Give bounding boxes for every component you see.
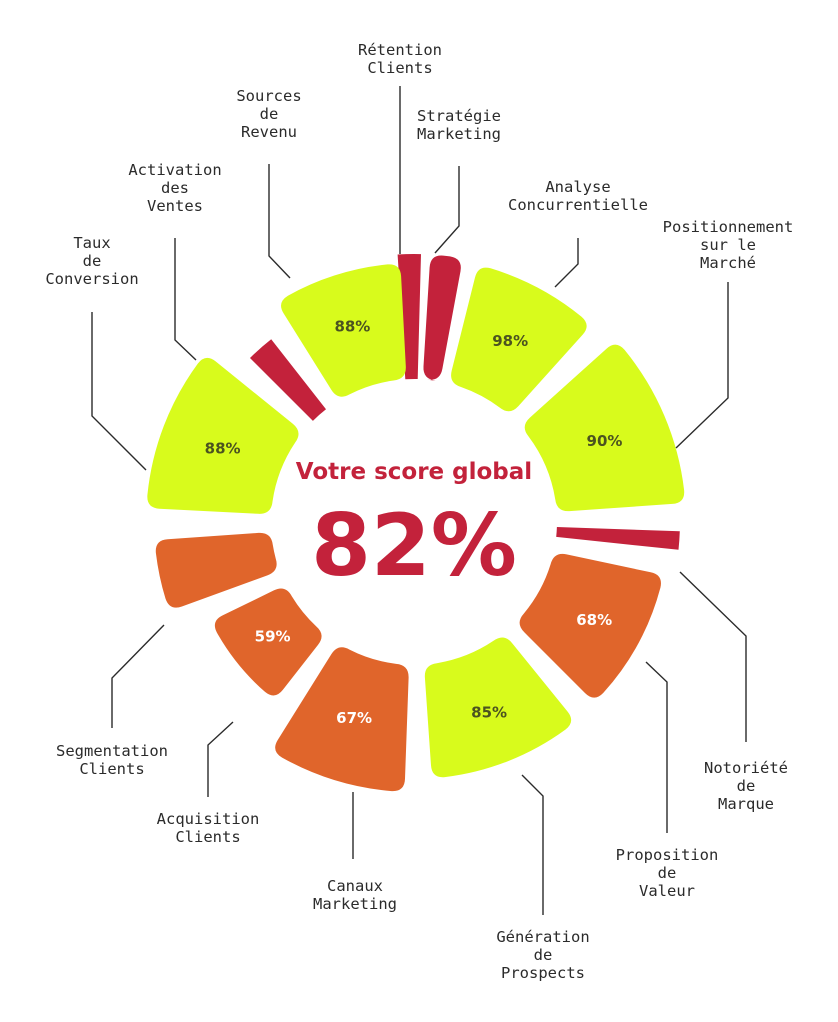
leader-line-3: [554, 238, 579, 288]
segment-3: [451, 267, 587, 412]
segment-10: [155, 532, 277, 608]
segment-2: [423, 255, 461, 381]
category-label-10: Segmentation Clients: [56, 742, 168, 778]
value-label-6: 68%: [576, 611, 612, 629]
category-label-9: Acquisition Clients: [157, 810, 260, 846]
value-label-8: 67%: [336, 709, 372, 727]
category-label-6: Proposition de Valeur: [616, 846, 719, 900]
value-label-9: 59%: [255, 628, 291, 646]
segment-7: [424, 637, 572, 778]
segment-13: [281, 264, 406, 397]
leader-line-4: [675, 282, 729, 449]
leader-line-10: [111, 624, 165, 728]
leader-line-13: [268, 164, 291, 279]
segment-5: [556, 527, 680, 550]
category-label-3: Analyse Concurrentielle: [508, 178, 648, 214]
leader-line-5: [679, 571, 747, 742]
segment-4: [524, 344, 685, 512]
value-label-13: 88%: [334, 318, 370, 336]
segment-8: [275, 647, 409, 792]
value-label-7: 85%: [471, 704, 507, 722]
center-title: Votre score global: [296, 459, 532, 485]
value-label-11: 88%: [205, 440, 241, 458]
value-label-3: 98%: [492, 332, 528, 350]
segment-12: [250, 339, 326, 421]
category-label-11: Taux de Conversion: [45, 234, 138, 288]
leader-line-2: [434, 166, 460, 254]
category-label-2: Stratégie Marketing: [417, 107, 501, 143]
value-label-4: 90%: [587, 432, 623, 450]
category-label-1: Rétention Clients: [358, 41, 442, 77]
segment-9: [214, 588, 322, 696]
center-score: 82%: [311, 496, 517, 596]
category-label-4: Positionnement sur le Marché: [663, 218, 794, 272]
category-label-13: Sources de Revenu: [236, 87, 301, 141]
category-label-12: Activation des Ventes: [128, 161, 221, 215]
leader-line-11: [91, 312, 147, 471]
segment-6: [519, 553, 661, 698]
leader-lines: [91, 86, 747, 915]
leader-line-9: [207, 721, 234, 797]
value-labels: 98% 90% 68% 85% 67% 59% 88% 88%: [205, 318, 623, 728]
leader-line-12: [174, 238, 197, 361]
category-labels: Rétention Clients Stratégie MarketingAnalys…: [45, 41, 793, 982]
leader-line-6: [645, 661, 668, 833]
category-label-7: Génération de Prospects: [496, 928, 589, 982]
donut-segments: [147, 254, 685, 792]
segment-11: [147, 357, 299, 514]
category-label-8: Canaux Marketing: [313, 877, 397, 913]
category-label-5: Notoriété de Marque: [704, 759, 788, 813]
leader-line-7: [521, 774, 544, 915]
